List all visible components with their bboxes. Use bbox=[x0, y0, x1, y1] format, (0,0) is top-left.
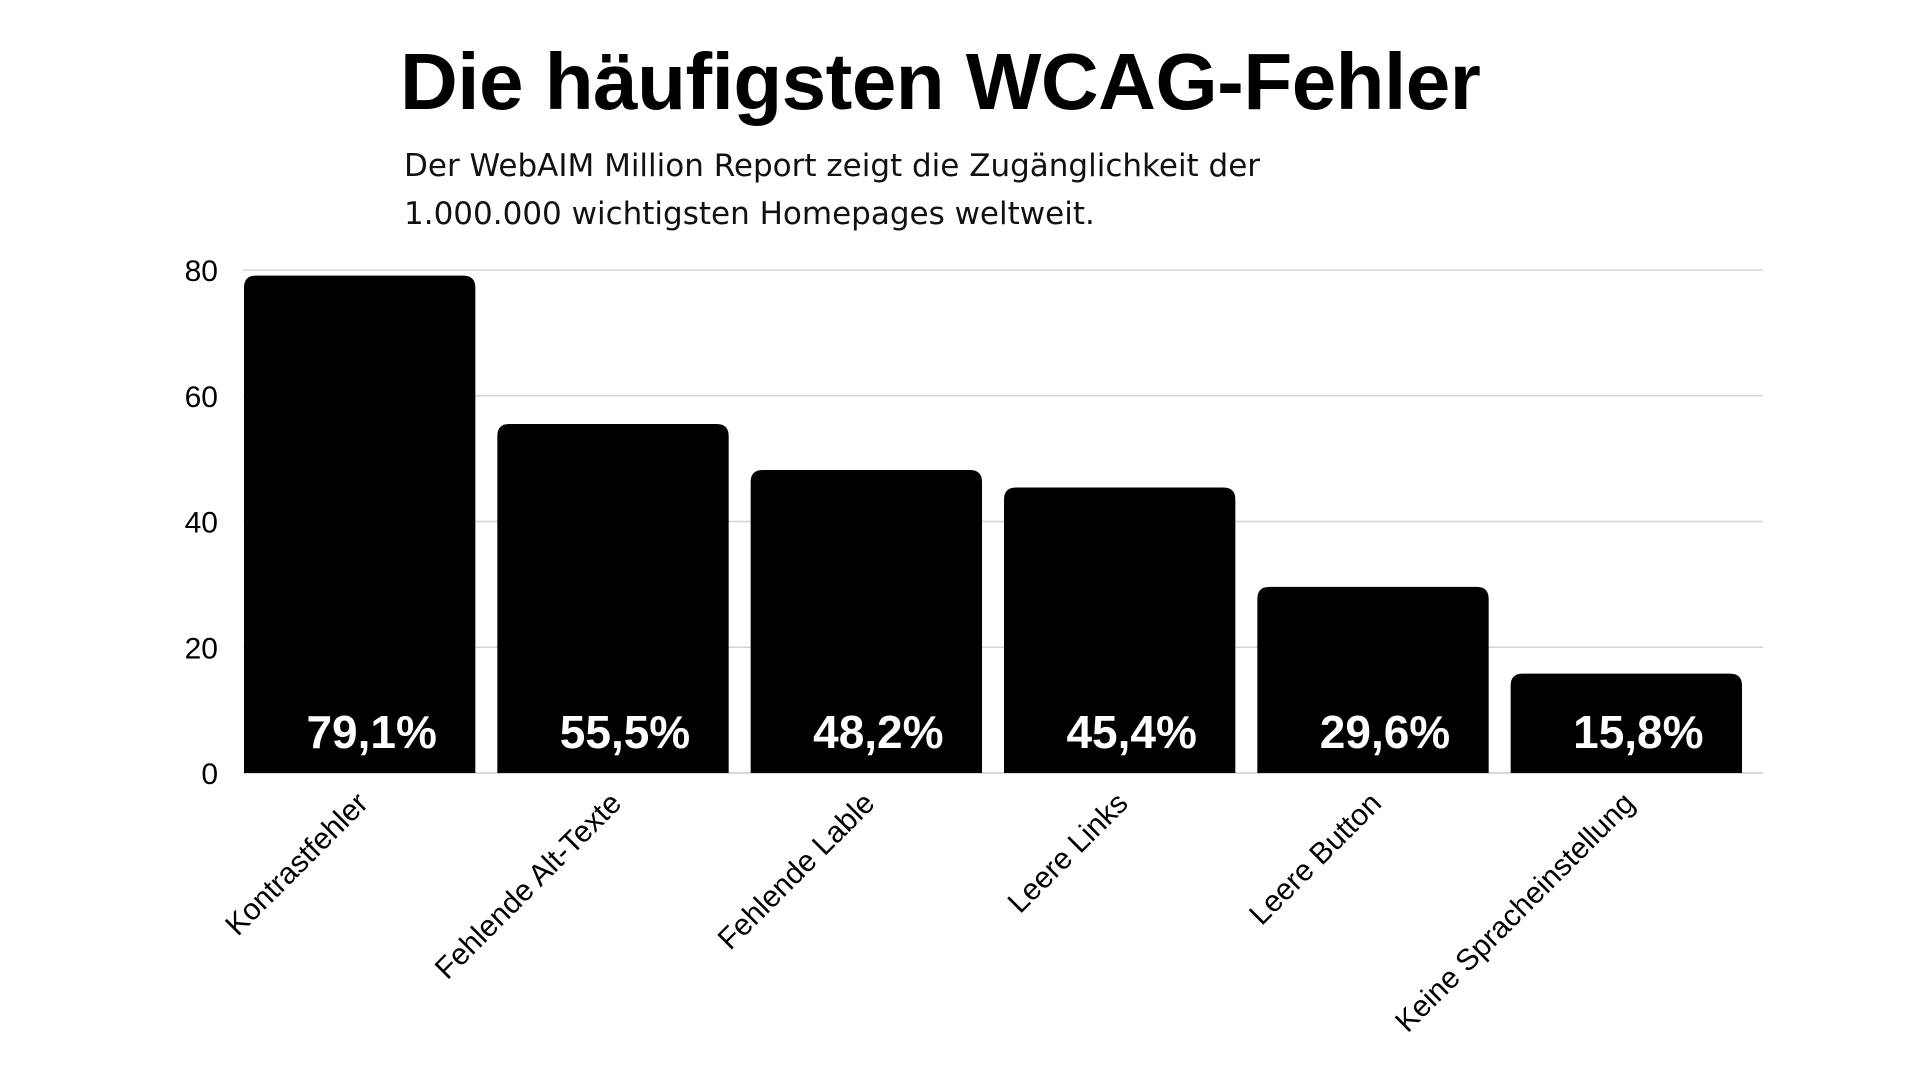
x-category-label: Keine Spracheinstellung bbox=[1389, 787, 1641, 1039]
x-category-label: Fehlende Alt-Texte bbox=[429, 787, 628, 986]
bar-fehlende-lable bbox=[750, 469, 982, 773]
bar-keine-spracheinstellung bbox=[1510, 673, 1742, 773]
value-label: 45,4% bbox=[1066, 706, 1196, 758]
y-tick-label: 60 bbox=[185, 381, 218, 414]
y-tick-label: 40 bbox=[185, 507, 218, 540]
value-label: 29,6% bbox=[1320, 706, 1450, 758]
bar-kontrastfehler bbox=[244, 275, 476, 773]
value-label: 48,2% bbox=[813, 706, 943, 758]
y-tick-label: 0 bbox=[201, 758, 218, 791]
value-label: 55,5% bbox=[560, 706, 690, 758]
x-category-label: Leere Links bbox=[1002, 787, 1135, 920]
y-axis-ticks: 0 20 40 60 80 bbox=[185, 255, 218, 791]
x-category-label: Fehlende Lable bbox=[712, 787, 882, 957]
value-label: 15,8% bbox=[1573, 706, 1703, 758]
y-tick-label: 80 bbox=[185, 255, 218, 288]
bar-fehlende-alt-texte bbox=[497, 424, 729, 773]
chart-subtitle: Der WebAIM Million Report zeigt die Zugä… bbox=[404, 148, 1261, 232]
y-tick-label: 20 bbox=[185, 632, 218, 665]
value-labels: 79,1% 55,5% 48,2% 45,4% 29,6% 15,8% bbox=[306, 706, 1703, 758]
gridlines bbox=[243, 269, 1763, 774]
bars bbox=[244, 275, 1742, 773]
bar-leere-links bbox=[1004, 487, 1236, 773]
x-axis-category-labels: Kontrastfehler Fehlende Alt-Texte Fehlende… bbox=[219, 787, 1641, 1039]
x-category-label: Leere Button bbox=[1243, 787, 1388, 932]
x-category-label: Kontrastfehler bbox=[219, 787, 374, 942]
chart-title: Die häufigsten WCAG-Fehler bbox=[400, 37, 1481, 126]
value-label: 79,1% bbox=[306, 706, 436, 758]
bar-leere-button bbox=[1257, 586, 1489, 773]
